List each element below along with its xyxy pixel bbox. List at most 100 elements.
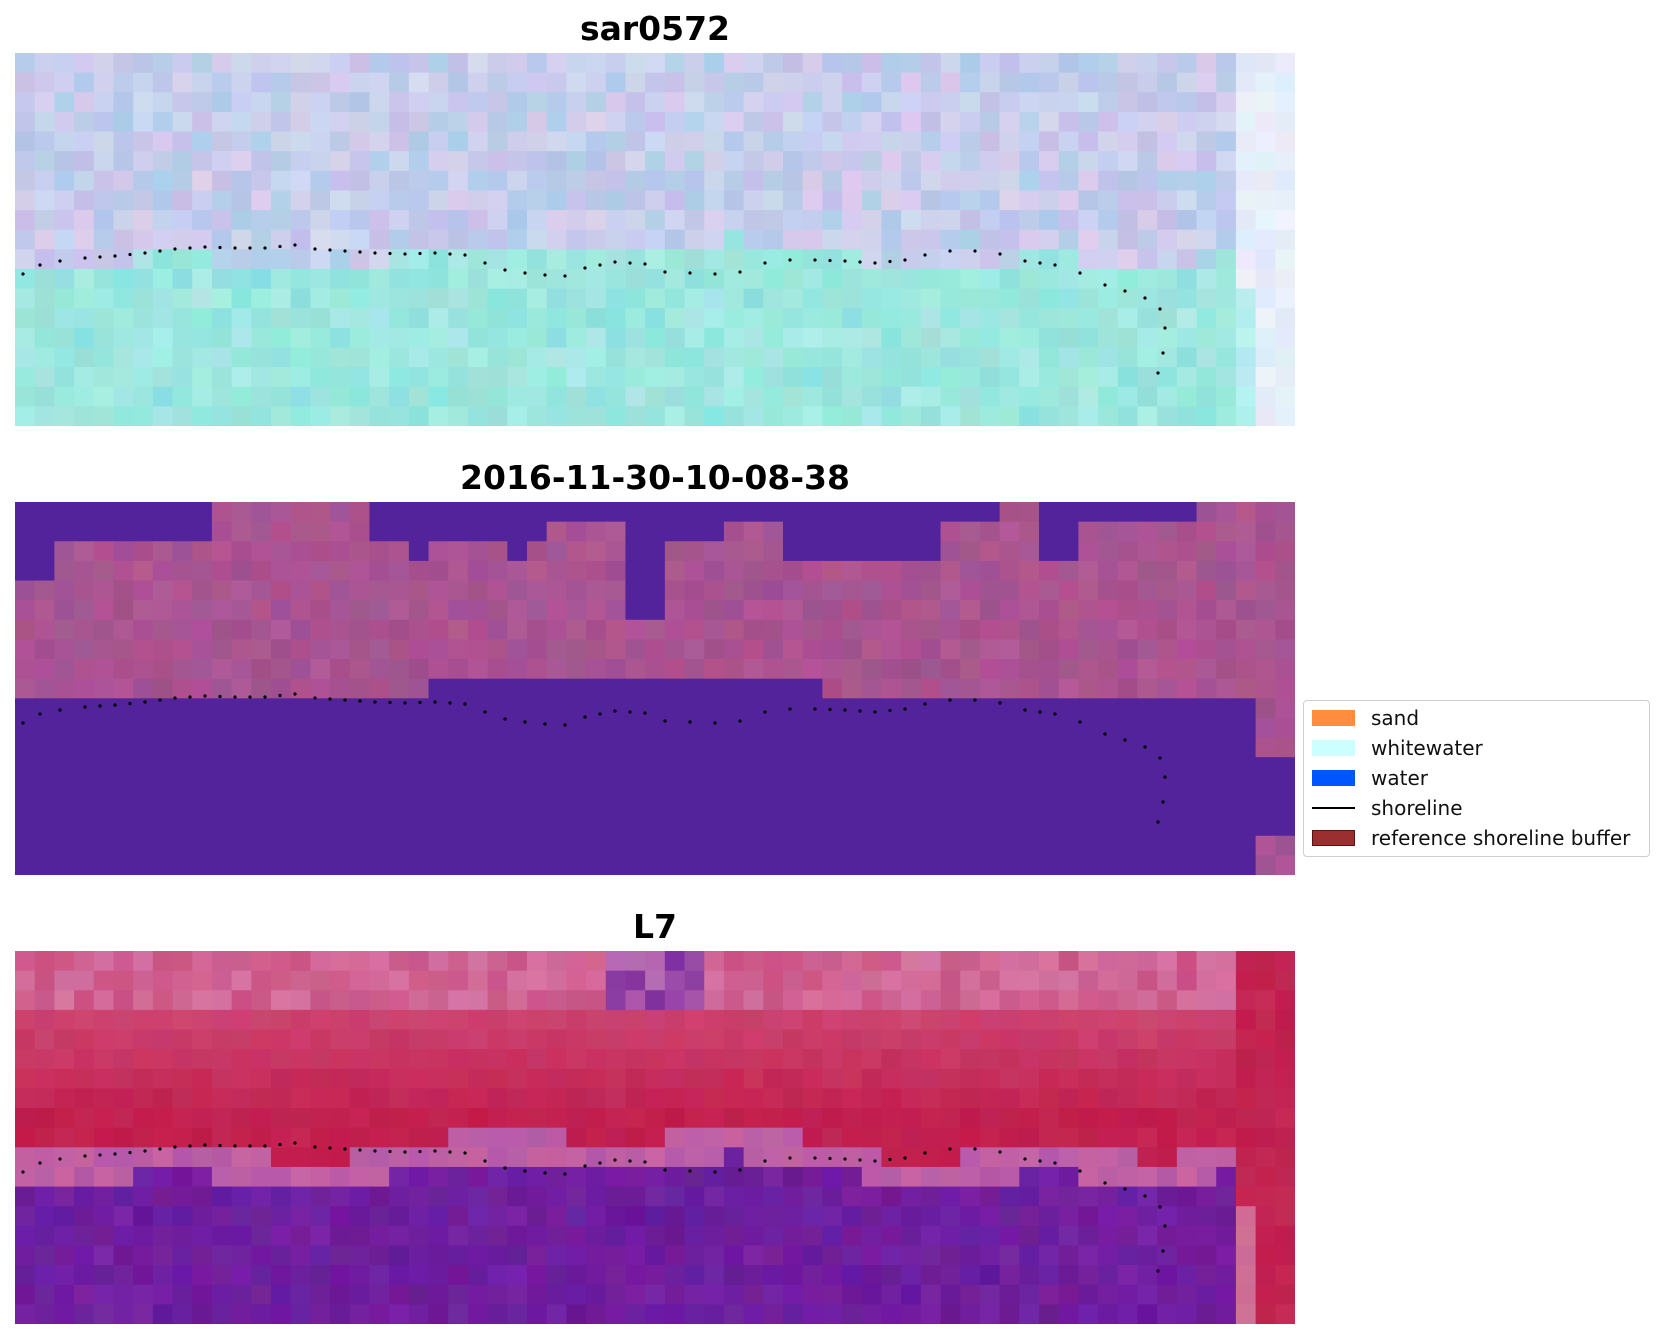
classified-pixel (763, 659, 784, 680)
classified-pixel (566, 619, 587, 641)
classified-pixel (448, 560, 469, 582)
l7-pixel (684, 1127, 705, 1148)
classified-pixel (1039, 835, 1060, 856)
l7-pixel (251, 1265, 272, 1286)
classified-pixel (527, 835, 548, 856)
classified-pixel (1019, 502, 1040, 523)
classified-pixel (467, 541, 489, 562)
sar-pixel (231, 288, 252, 309)
l7-pixel (251, 1186, 272, 1207)
sar-pixel (330, 268, 351, 290)
sar-pixel (940, 288, 961, 309)
sar-pixel (822, 386, 843, 407)
classified-pixel (113, 776, 134, 798)
l7-pixel (704, 1009, 725, 1031)
classified-pixel (1058, 855, 1079, 875)
classified-pixel (960, 639, 981, 660)
classified-pixel (15, 580, 36, 601)
sar-pixel (743, 170, 764, 192)
l7-pixel (211, 1186, 233, 1207)
l7-pixel (783, 1127, 804, 1148)
sar-pixel (1039, 111, 1060, 133)
classified-pixel (192, 796, 213, 817)
l7-pixel (389, 1029, 410, 1050)
l7-pixel (251, 1166, 272, 1188)
l7-pixel (330, 1029, 351, 1050)
sar-pixel (960, 170, 981, 192)
sar-pixel (723, 386, 745, 407)
sar-pixel (448, 131, 469, 152)
l7-pixel (1196, 1147, 1217, 1168)
l7-pixel (802, 1265, 823, 1286)
sar-pixel (901, 268, 922, 290)
sar-pixel (802, 170, 823, 192)
l7-pixel (645, 1245, 666, 1266)
classified-pixel (1058, 698, 1079, 719)
l7-pixel (1176, 1304, 1198, 1324)
classified-pixel (920, 737, 942, 758)
sar-pixel (704, 72, 725, 93)
l7-pixel (822, 970, 843, 991)
sar-pixel (408, 229, 430, 250)
sar-pixel (1058, 131, 1079, 152)
l7-pixel (349, 1009, 371, 1031)
sar-pixel (1235, 367, 1257, 388)
l7-pixel (310, 1284, 331, 1305)
l7-pixel (783, 1049, 804, 1070)
classified-pixel (527, 816, 548, 837)
l7-pixel (152, 1009, 174, 1031)
l7-pixel (1019, 1166, 1040, 1188)
l7-pixel (133, 951, 154, 972)
shoreline-point (788, 1156, 792, 1160)
sar-pixel (723, 151, 745, 172)
classified-pixel (34, 835, 55, 856)
sar-pixel (1019, 327, 1040, 349)
classified-pixel (211, 757, 233, 778)
shoreline-point (403, 701, 407, 705)
classified-pixel (428, 619, 449, 641)
classified-pixel (802, 541, 823, 562)
l7-pixel (527, 1108, 548, 1129)
shoreline-point (598, 712, 602, 716)
l7-pixel (1058, 1088, 1079, 1109)
sar-pixel (566, 111, 587, 133)
sar-pixel (349, 386, 371, 407)
l7-pixel (1039, 1265, 1060, 1286)
sar-pixel (979, 53, 1001, 74)
sar-pixel (822, 347, 843, 368)
sar-pixel (940, 151, 961, 172)
sar-pixel (231, 347, 252, 368)
classified-pixel (34, 796, 55, 817)
classified-pixel (1196, 619, 1217, 641)
sar-pixel (842, 190, 863, 211)
l7-pixel (1019, 1029, 1040, 1050)
l7-pixel (1117, 1009, 1139, 1031)
classified-pixel (34, 541, 55, 562)
classified-pixel (1098, 678, 1119, 699)
l7-pixel (625, 1225, 646, 1247)
sar-pixel (684, 268, 705, 290)
classified-pixel (763, 600, 784, 621)
shoreline-point (188, 695, 192, 699)
sar-pixel (172, 170, 193, 192)
l7-pixel (1176, 1186, 1198, 1207)
classified-pixel (605, 698, 627, 719)
l7-pixel (192, 1245, 213, 1266)
l7-pixel (1235, 1225, 1257, 1247)
l7-pixel (605, 951, 627, 972)
classified-pixel (1098, 717, 1119, 739)
classified-pixel (920, 757, 942, 778)
l7-pixel (664, 1147, 686, 1168)
sar-pixel (566, 386, 587, 407)
l7-pixel (566, 1029, 587, 1050)
classified-pixel (467, 757, 489, 778)
classified-pixel (842, 816, 863, 837)
l7-pixel (487, 1147, 508, 1168)
classified-pixel (1117, 600, 1139, 621)
classified-pixel (822, 855, 843, 875)
l7-pixel (1137, 1186, 1158, 1207)
l7-pixel (74, 1166, 95, 1188)
classified-pixel (1196, 678, 1217, 699)
classified-pixel (369, 502, 390, 523)
sar-pixel (1098, 229, 1119, 250)
